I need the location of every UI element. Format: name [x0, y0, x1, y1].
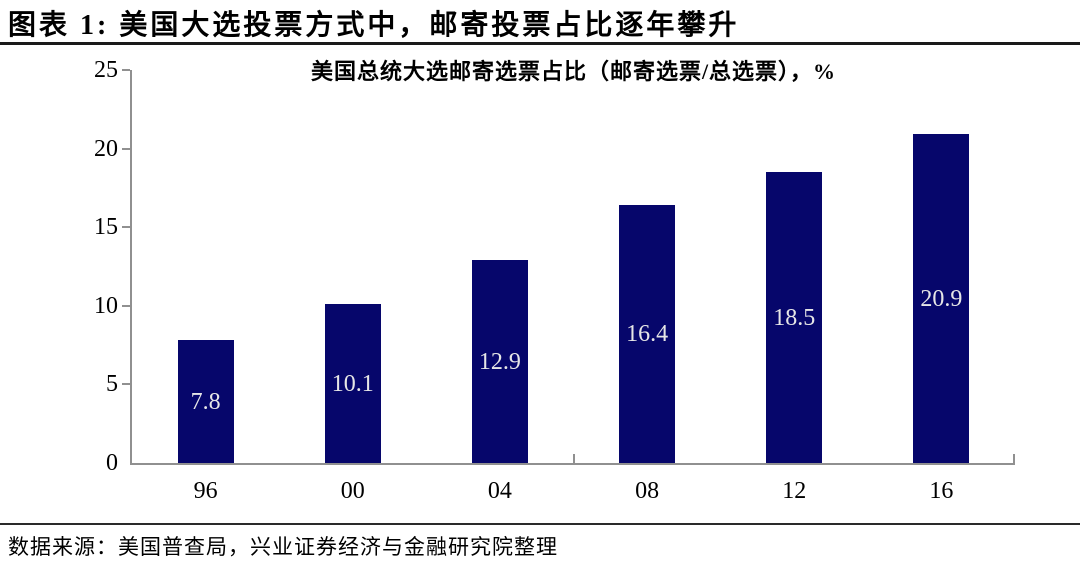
bar-value-label: 10.1: [331, 370, 374, 397]
x-category-label: 96: [193, 478, 218, 504]
y-tick-label: 5: [106, 371, 118, 398]
y-tick-mark: [122, 304, 130, 307]
bar-12: [766, 172, 823, 463]
y-tick-mark: [122, 383, 130, 386]
y-tick-mark: [122, 226, 130, 229]
bar-value-label: 7.8: [190, 388, 221, 415]
y-tick-label: 0: [106, 450, 118, 476]
bar-value-label: 12.9: [478, 348, 521, 375]
x-axis: [130, 463, 1015, 465]
chart-title: 美国总统大选邮寄选票占比（邮寄选票/总选票），%: [310, 59, 837, 84]
figure-caption: 图表 1: 美国大选投票方式中，邮寄投票占比逐年攀升: [8, 10, 740, 41]
bar-value-label: 18.5: [773, 304, 816, 331]
y-axis: [130, 70, 132, 463]
y-tick-label: 10: [94, 292, 118, 319]
x-tick-mark: [572, 454, 575, 463]
x-category-label: 04: [487, 478, 512, 504]
bar-value-label: 16.4: [626, 321, 669, 348]
x-tick-mark: [1013, 454, 1015, 463]
bar-00: [324, 304, 381, 463]
bar-96: [177, 340, 234, 463]
footer-divider-line: [0, 523, 1080, 525]
bar-value-label: 20.9: [920, 285, 963, 312]
bar-08: [619, 205, 676, 463]
y-tick-mark: [122, 69, 130, 71]
x-category-label: 08: [635, 478, 660, 504]
x-category-label: 00: [340, 478, 365, 504]
caption-divider-line: [0, 42, 1080, 45]
bar-16: [913, 134, 970, 463]
y-tick-label: 15: [94, 214, 118, 241]
bar-04: [471, 260, 528, 463]
x-category-label: 16: [929, 478, 954, 504]
data-source-note: 数据来源：美国普查局，兴业证券经济与金融研究院整理: [8, 535, 558, 559]
y-tick-label: 20: [94, 135, 118, 162]
y-tick-label: 25: [94, 57, 118, 83]
x-category-label: 12: [782, 478, 807, 504]
y-tick-mark: [122, 147, 130, 150]
